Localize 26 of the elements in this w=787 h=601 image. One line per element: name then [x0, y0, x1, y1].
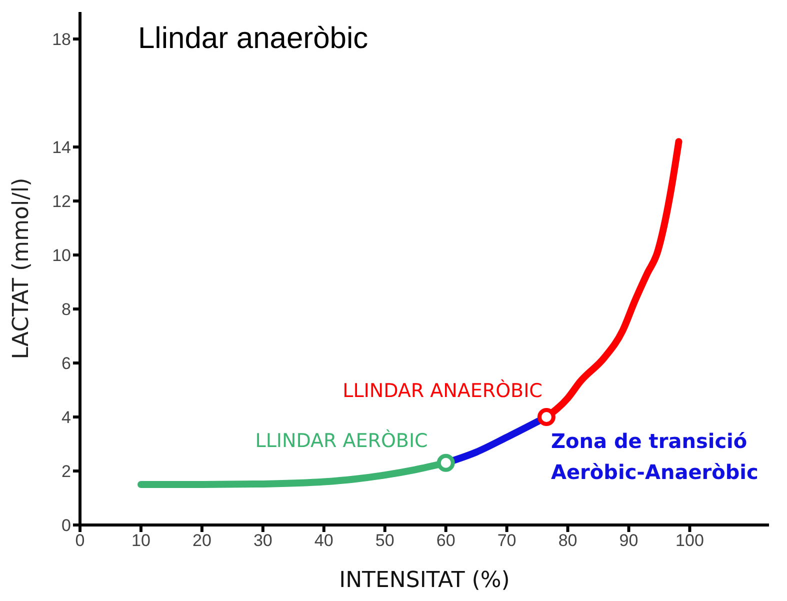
- annotation: LLINDAR ANAERÒBIC: [342, 379, 542, 402]
- y-tick-label: 10: [52, 246, 71, 266]
- x-tick-label: 0: [75, 531, 85, 550]
- x-tick-label: 10: [132, 531, 150, 550]
- y-tick-label: 6: [62, 354, 71, 374]
- x-axis-title: INTENSITAT (%): [339, 568, 510, 593]
- x-tick-label: 100: [676, 531, 704, 550]
- x-tick-label: 80: [558, 531, 578, 550]
- y-tick-label: 0: [62, 516, 71, 536]
- annotation: Zona de transició Aeròbic-Anaeròbic: [551, 429, 758, 484]
- y-tick-label: 14: [52, 138, 71, 158]
- x-tick-label: 50: [375, 531, 394, 550]
- y-tick-label: 4: [62, 408, 71, 428]
- y-tick-label: 18: [52, 30, 71, 50]
- x-tick-label: 30: [253, 531, 272, 550]
- chart-title: Llindar anaeròbic: [138, 22, 368, 56]
- x-tick-label: 70: [497, 531, 516, 550]
- y-tick-label: 8: [62, 300, 71, 320]
- y-tick-label: 2: [62, 462, 71, 482]
- y-axis-title: LACTAT (mmol/l): [8, 178, 34, 360]
- x-tick-label: 20: [192, 531, 212, 550]
- x-tick-label: 60: [436, 531, 456, 550]
- annotation: LLINDAR AERÒBIC: [255, 428, 428, 452]
- x-tick-label: 90: [619, 531, 638, 550]
- y-tick-label: 12: [52, 192, 71, 212]
- x-tick-label: 40: [314, 531, 334, 550]
